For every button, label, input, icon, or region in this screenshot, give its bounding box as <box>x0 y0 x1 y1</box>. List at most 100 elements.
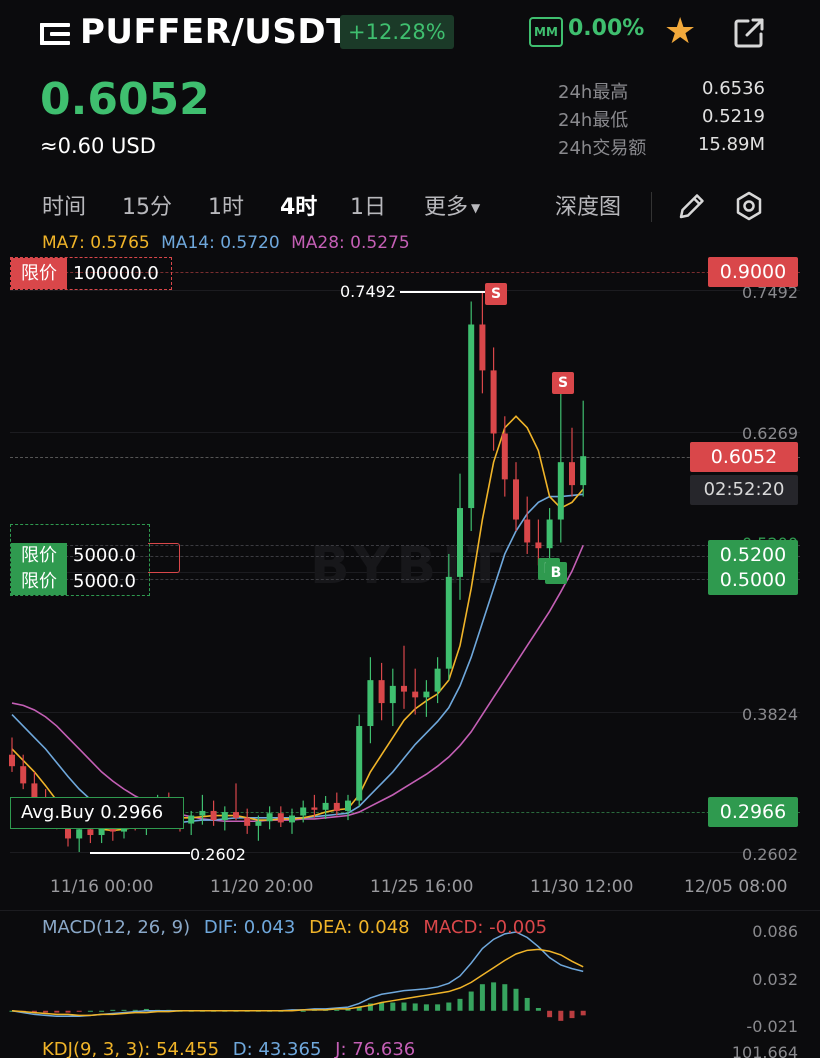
ma28-label: MA28: 0.5275 <box>291 233 410 253</box>
candle-body <box>311 807 318 810</box>
buy-trade-marker[interactable]: B <box>545 562 567 584</box>
macd-histogram-bar <box>345 1008 351 1011</box>
buy-limit-orders[interactable]: 限价 5000.0 限价 5000.0 <box>10 524 150 596</box>
usd-price: ≈0.60 USD <box>40 134 156 158</box>
sell-price-tag[interactable]: 0.9000 <box>708 257 798 287</box>
macd-histogram-bar <box>547 1010 553 1018</box>
candle-body <box>423 691 430 698</box>
stat-low-value: 0.5219 <box>702 106 765 127</box>
tab-depth[interactable]: 深度图 <box>555 195 622 220</box>
candle-body <box>289 815 295 823</box>
candle-body <box>31 783 38 801</box>
macd-dif: DIF: 0.043 <box>203 917 296 938</box>
candle-body <box>513 479 519 520</box>
star-icon[interactable]: ★ <box>664 11 697 52</box>
candle-body <box>98 825 105 836</box>
tab-more-label: 更多 <box>424 195 469 220</box>
macd-dea: DEA: 0.048 <box>309 917 410 938</box>
macd-histogram-bar <box>412 1003 418 1011</box>
candle-body <box>490 370 497 434</box>
candle-body <box>412 691 419 698</box>
candle-body <box>524 519 531 543</box>
macd-histogram-bar <box>468 991 474 1011</box>
macd-histogram-bar <box>121 1009 127 1011</box>
axis-price-label: 0.2602 <box>742 845 798 864</box>
candle-body <box>221 812 228 821</box>
macd-histogram-bar <box>110 1009 116 1011</box>
macd-histogram-bar <box>390 1002 396 1011</box>
candle-body <box>401 685 407 692</box>
stat-high-value: 0.6536 <box>702 78 765 99</box>
pair-title[interactable]: PUFFER/USDT <box>80 12 350 52</box>
sell-trade-marker[interactable]: S <box>552 372 574 394</box>
axis-price-label: 0.7492 <box>742 283 798 302</box>
change-badge: +12.28% <box>340 15 454 49</box>
sell-trade-marker[interactable]: S <box>485 283 507 305</box>
macd-histogram-bar <box>491 982 497 1011</box>
kdj-d: D: 43.365 <box>232 1039 322 1058</box>
macd-axis-label: 0.086 <box>752 922 798 941</box>
buy-price-tag-2[interactable]: 0.5000 <box>708 565 798 595</box>
axis-price-label: 0.6269 <box>742 424 798 443</box>
candle-body <box>445 576 452 669</box>
macd-histogram-bar <box>435 1004 441 1011</box>
pencil-icon[interactable] <box>676 190 708 222</box>
candle-body <box>87 829 94 836</box>
low-marker-line <box>90 852 190 854</box>
kdj-legend: KDJ(9, 3, 3): 54.455 D: 43.365 J: 76.636 <box>42 1039 415 1058</box>
stat-volume-label: 24h交易额 <box>558 138 647 159</box>
candle-body <box>378 680 385 704</box>
tab-1d[interactable]: 1日 <box>350 195 386 220</box>
macd-histogram-bar <box>54 1010 60 1013</box>
candle-body <box>76 829 83 839</box>
sell-limit-qty: 100000.0 <box>73 263 159 284</box>
tab-4h[interactable]: 4时 <box>280 195 318 220</box>
macd-value: MACD: -0.005 <box>423 917 548 938</box>
buy-limit-qty-2: 5000.0 <box>73 571 136 592</box>
high-marker-line <box>400 291 486 293</box>
candle-body <box>345 800 351 811</box>
macd-histogram-bar <box>99 1010 105 1012</box>
stat-volume-value: 15.89M <box>697 134 765 155</box>
candle-body <box>233 812 239 818</box>
macd-histogram-bar <box>569 1010 575 1019</box>
macd-histogram-bar <box>502 984 508 1011</box>
watermark: BYBIT <box>310 536 509 596</box>
external-link-icon[interactable] <box>732 16 766 50</box>
macd-histogram-bar <box>76 1010 82 1012</box>
ma28-line <box>11 545 584 823</box>
last-price: 0.6052 <box>40 74 210 125</box>
macd-histogram-bar <box>535 1008 541 1011</box>
candle-body <box>322 802 329 810</box>
macd-histogram-bar <box>457 998 463 1011</box>
kdj-j: J: 76.636 <box>335 1039 416 1058</box>
menu-icon[interactable] <box>40 20 70 48</box>
avg-buy-line <box>10 812 800 813</box>
order-close-tab[interactable] <box>148 543 180 573</box>
x-axis-label: 11/25 16:00 <box>370 877 474 897</box>
candle-body <box>300 807 307 816</box>
candle-body <box>65 823 71 839</box>
avg-buy-tag: 0.2966 <box>708 797 798 827</box>
sell-limit-order[interactable]: 限价 100000.0 <box>10 257 172 290</box>
candle-body <box>188 815 195 824</box>
tab-15m[interactable]: 15分 <box>122 195 172 220</box>
candle-body <box>255 821 262 826</box>
x-axis-label: 11/20 20:00 <box>210 877 314 897</box>
ma7-label: MA7: 0.5765 <box>42 233 150 253</box>
grid-line <box>10 290 800 291</box>
tab-time[interactable]: 时间 <box>42 195 87 220</box>
tab-1h[interactable]: 1时 <box>208 195 244 220</box>
candle-body <box>457 508 463 577</box>
tab-more[interactable]: 更多 ▼ <box>424 189 480 221</box>
candle-body <box>20 766 27 784</box>
settings-icon[interactable] <box>733 190 765 222</box>
macd-histogram-bar <box>479 984 485 1011</box>
candle-body <box>434 668 441 692</box>
macd-histogram-bar <box>356 1007 362 1011</box>
macd-histogram-bar <box>43 1010 49 1013</box>
avg-buy-label: Avg.Buy 0.2966 <box>10 797 184 829</box>
macd-axis-label: 0.032 <box>752 970 798 989</box>
x-axis-label: 11/16 00:00 <box>50 877 154 897</box>
